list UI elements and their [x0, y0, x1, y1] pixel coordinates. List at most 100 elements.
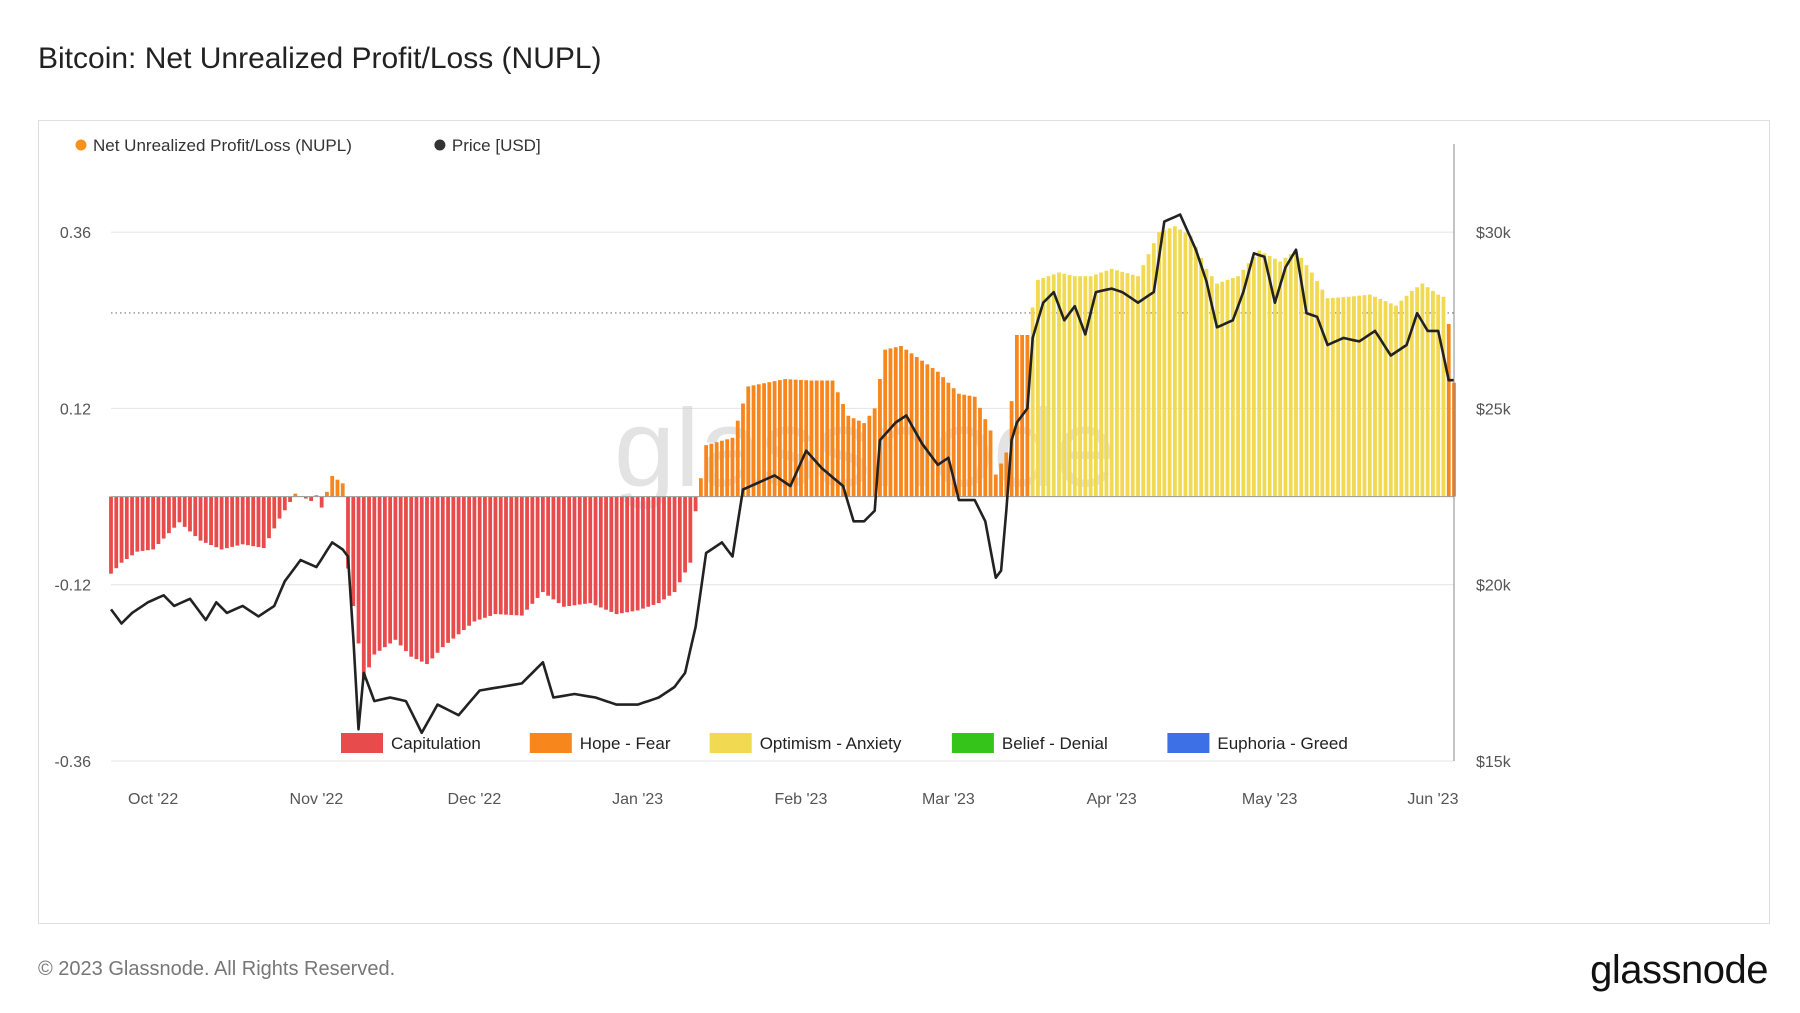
- nupl-bar: [372, 496, 377, 655]
- nupl-bar: [1330, 297, 1335, 497]
- nupl-bar: [267, 496, 271, 539]
- zone-swatch: [341, 733, 383, 753]
- nupl-bar: [1004, 452, 1009, 497]
- nupl-bar: [1394, 305, 1398, 497]
- x-tick-label: Mar '23: [922, 791, 975, 808]
- nupl-bar: [1157, 232, 1161, 497]
- nupl-bar: [1309, 272, 1314, 497]
- nupl-bar: [598, 496, 603, 608]
- nupl-bar: [978, 407, 982, 497]
- nupl-bar: [1241, 269, 1246, 497]
- price-series: [109, 213, 1454, 735]
- nupl-bar: [725, 439, 730, 497]
- nupl-bar: [983, 419, 988, 497]
- nupl-bar: [1357, 295, 1362, 497]
- nupl-bar: [641, 496, 645, 609]
- copyright: © 2023 Glassnode. All Rights Reserved.: [38, 958, 396, 980]
- nupl-bar: [714, 442, 719, 497]
- nupl-bar: [519, 496, 524, 616]
- nupl-bar: [1109, 268, 1114, 497]
- nupl-bar: [530, 496, 535, 604]
- nupl-bar: [1051, 274, 1056, 497]
- nupl-bar: [651, 496, 656, 605]
- nupl-bar: [425, 496, 429, 665]
- nupl-bar: [925, 364, 930, 497]
- nupl-bar: [930, 368, 935, 497]
- nupl-bar: [488, 496, 493, 616]
- y-right-tick-label: $15k: [1476, 754, 1512, 771]
- nupl-bar: [214, 496, 219, 548]
- nupl-bar: [899, 345, 903, 497]
- nupl-bar: [356, 496, 361, 644]
- nupl-bar: [398, 496, 403, 646]
- nupl-bar: [277, 496, 282, 519]
- x-tick-label: Jan '23: [612, 791, 663, 808]
- nupl-bar: [351, 496, 356, 607]
- nupl-bar: [1236, 276, 1240, 497]
- nupl-bar: [783, 379, 788, 497]
- nupl-bar: [1315, 281, 1319, 497]
- nupl-bar: [109, 496, 113, 574]
- nupl-bar: [888, 348, 893, 497]
- nupl-bar: [1162, 230, 1167, 497]
- nupl-bar: [535, 496, 540, 598]
- nupl-bar: [867, 415, 872, 497]
- grid-lines: [111, 231, 1454, 762]
- nupl-bar: [393, 496, 398, 640]
- nupl-bar: [388, 496, 393, 644]
- nupl-bar: [1431, 290, 1435, 497]
- legend-dot: [434, 139, 446, 151]
- nupl-bar: [772, 381, 777, 497]
- nupl-bar: [820, 380, 824, 497]
- nupl-bar: [509, 496, 514, 615]
- nupl-bar: [240, 496, 245, 545]
- zone-label: Euphoria - Greed: [1217, 734, 1347, 753]
- nupl-bar: [272, 496, 277, 529]
- nupl-bar: [830, 380, 835, 497]
- nupl-bar: [1078, 276, 1082, 497]
- nupl-bar: [546, 496, 551, 596]
- nupl-bar: [1257, 250, 1262, 497]
- chart-panel: glassnode 0.360.12-0.12-0.36$30k$25k$20k…: [38, 120, 1770, 924]
- nupl-bar: [630, 496, 635, 612]
- nupl-bar: [777, 380, 782, 497]
- nupl-bar: [609, 496, 614, 612]
- zone-swatch: [709, 733, 752, 753]
- nupl-bar: [525, 496, 529, 610]
- x-tick-label: Feb '23: [774, 791, 827, 808]
- nupl-bar: [1415, 287, 1420, 497]
- nupl-bar: [656, 496, 661, 604]
- nupl-bar: [825, 380, 830, 497]
- nupl-bar: [182, 496, 187, 527]
- nupl-bar: [498, 496, 503, 615]
- nupl-bar: [1441, 296, 1446, 497]
- nupl-bar: [1404, 295, 1409, 497]
- y-right-tick-label: $20k: [1476, 578, 1512, 595]
- nupl-bar: [1320, 289, 1325, 497]
- y-left-tick-label: 0.12: [60, 401, 91, 418]
- y-left-tick-label: -0.36: [55, 754, 92, 771]
- nupl-bar: [230, 496, 235, 547]
- nupl-bar: [504, 496, 508, 615]
- nupl-bar: [1225, 279, 1230, 497]
- nupl-bar: [130, 496, 134, 556]
- nupl-bar: [1267, 256, 1272, 497]
- nupl-bar: [1083, 276, 1088, 497]
- nupl-bar: [140, 496, 145, 551]
- nupl-bar: [1215, 283, 1219, 497]
- nupl-bar: [156, 496, 161, 545]
- nupl-bar: [1130, 274, 1135, 497]
- nupl-bar: [957, 393, 961, 497]
- nupl-bar: [219, 496, 224, 550]
- nupl-bar: [1167, 228, 1172, 497]
- nupl-bar: [282, 496, 287, 511]
- nupl-bar: [588, 496, 593, 604]
- nupl-bar: [1294, 250, 1298, 497]
- nupl-bar: [477, 496, 482, 620]
- nupl-bar: [235, 496, 240, 546]
- nupl-bar: [735, 420, 740, 497]
- axes: 0.36 0.12 -0.12 -0.36 $30k $25k $20k $15k Oct '2…: [55, 144, 1512, 808]
- nupl-bar: [451, 496, 456, 639]
- nupl-bar: [167, 496, 171, 534]
- nupl-bar: [404, 496, 408, 652]
